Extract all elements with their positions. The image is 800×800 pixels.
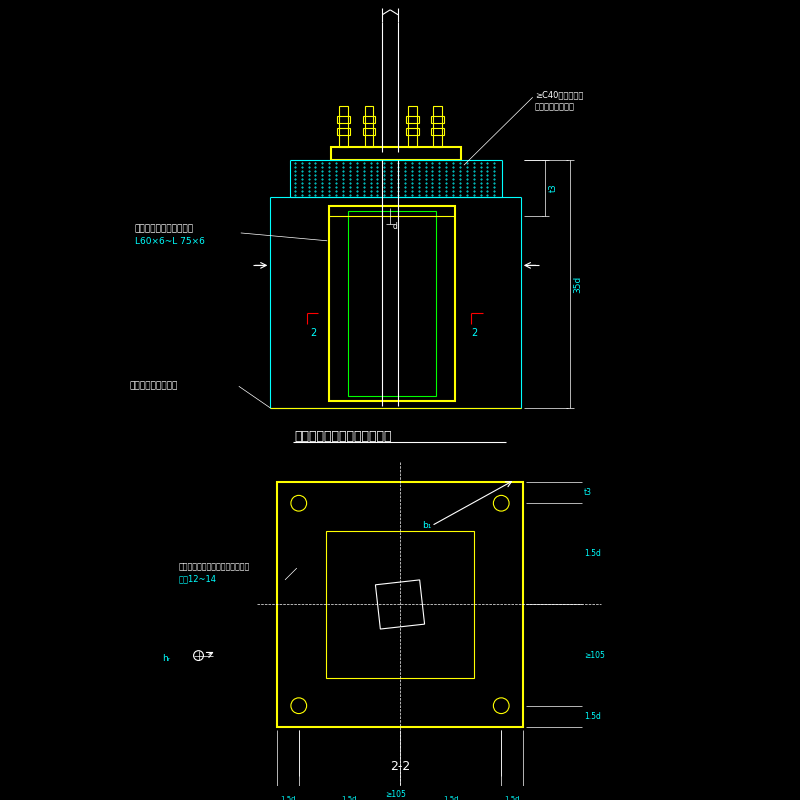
Text: 2-2: 2-2 [390, 760, 410, 773]
Text: 1.5d: 1.5d [584, 550, 601, 558]
Text: 1.5d: 1.5d [584, 712, 601, 721]
Bar [277, 482, 523, 727]
Bar [362, 128, 375, 134]
Text: 锚栓固定架设置标高: 锚栓固定架设置标高 [130, 382, 178, 390]
Text: 柱脚锚栓固定支架详图（二）: 柱脚锚栓固定支架详图（二） [295, 430, 392, 443]
Bar [431, 128, 444, 134]
Bar [431, 116, 444, 123]
Text: b₁: b₁ [422, 521, 432, 530]
Text: t3: t3 [549, 183, 558, 192]
Bar [365, 106, 374, 147]
Text: hᵣ: hᵣ [162, 654, 170, 662]
Bar [406, 116, 418, 123]
Text: d: d [392, 222, 397, 231]
Text: ≥105: ≥105 [386, 790, 406, 799]
Bar [326, 530, 474, 678]
Text: t3: t3 [584, 488, 592, 497]
Bar [348, 211, 436, 396]
Bar [406, 128, 418, 134]
Bar [362, 116, 375, 123]
Text: 板厚12~14: 板厚12~14 [179, 574, 217, 583]
Bar [434, 106, 442, 147]
Text: 1.5d: 1.5d [342, 796, 357, 800]
Bar [339, 106, 348, 147]
Text: 锚栓固定架模隔板（兼作轴固板）: 锚栓固定架模隔板（兼作轴固板） [179, 562, 250, 571]
Text: 2: 2 [470, 328, 477, 338]
Bar [337, 128, 350, 134]
Bar [331, 147, 461, 160]
Bar [337, 116, 350, 123]
Text: 1.5d: 1.5d [280, 796, 296, 800]
Text: 35d: 35d [573, 275, 582, 293]
Text: 锚栓固定架角钢，通常用: 锚栓固定架角钢，通常用 [134, 224, 194, 233]
Text: 1.5d: 1.5d [443, 796, 458, 800]
Text: ≥105: ≥105 [584, 650, 605, 659]
Bar [330, 206, 455, 401]
Text: L60×6~L 75×6: L60×6~L 75×6 [134, 237, 205, 246]
Text: 1.5d: 1.5d [504, 796, 520, 800]
Bar [408, 106, 417, 147]
Text: 2: 2 [310, 328, 317, 338]
Text: 混凝土或快固砂浆: 混凝土或快固砂浆 [534, 102, 574, 111]
Text: ≥C40无收缩碎石: ≥C40无收缩碎石 [534, 90, 583, 99]
